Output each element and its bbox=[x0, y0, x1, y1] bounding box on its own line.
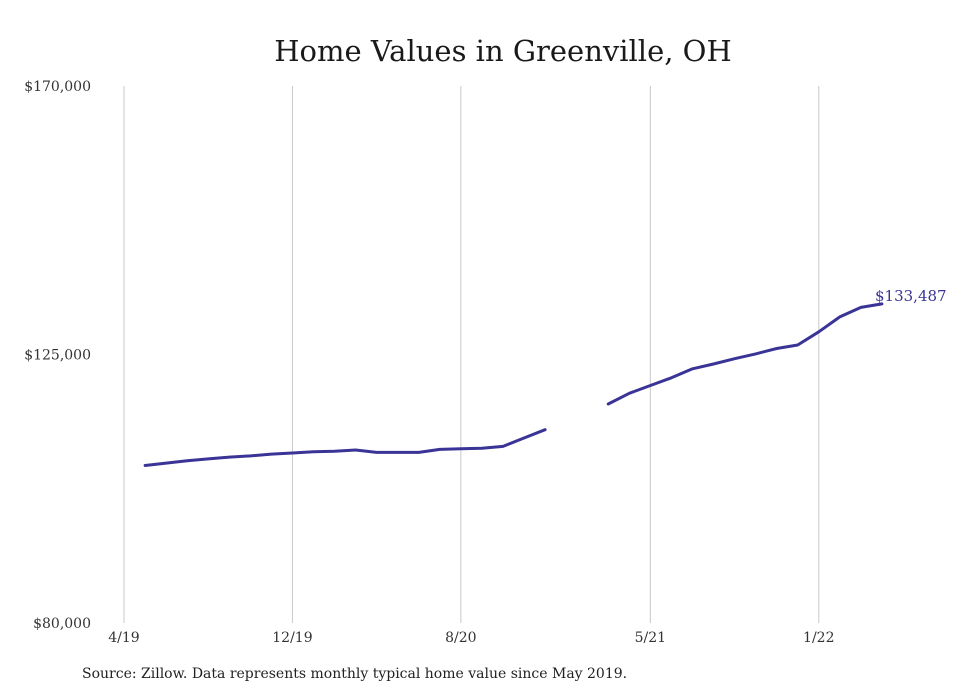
x-tick-label: 8/20 bbox=[445, 630, 476, 646]
end-value-label: $133,487 bbox=[875, 287, 947, 305]
x-tick-label: 5/21 bbox=[635, 630, 666, 646]
source-note: Source: Zillow. Data represents monthly … bbox=[82, 666, 628, 682]
y-axis-ticks: $80,000 $125,000 $170,000 bbox=[24, 79, 91, 632]
y-tick-label: $170,000 bbox=[24, 79, 91, 95]
series-line bbox=[143, 302, 884, 467]
y-tick-label: $125,000 bbox=[24, 348, 91, 364]
x-tick-label: 1/22 bbox=[803, 630, 834, 646]
chart-title: Home Values in Greenville, OH bbox=[274, 34, 732, 68]
x-axis-ticks: 4/19 12/19 8/20 5/21 1/22 bbox=[108, 630, 834, 646]
series-layer bbox=[143, 302, 884, 467]
x-tick-label: 4/19 bbox=[108, 630, 139, 646]
y-tick-label: $80,000 bbox=[33, 616, 91, 632]
x-tick-label: 12/19 bbox=[272, 630, 312, 646]
gridlines bbox=[123, 86, 820, 623]
